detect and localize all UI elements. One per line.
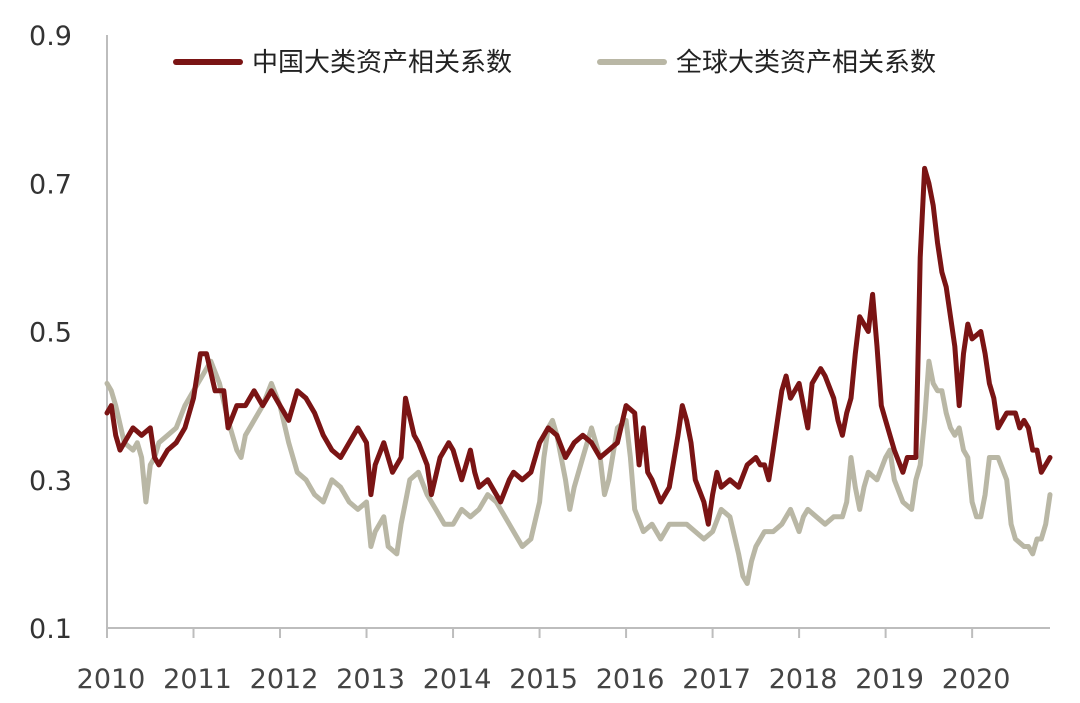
x-tick-label: 2017 [682,664,751,695]
y-tick-label: 0.7 [29,169,72,200]
legend: 中国大类资产相关系数 全球大类资产相关系数 [173,48,936,78]
axes [106,35,1050,629]
x-tick-label: 2011 [163,664,232,695]
x-tick-label: 2013 [336,664,405,695]
x-tick-label: 2020 [942,664,1011,695]
x-axis-ticks: 2010 2011 2012 2013 2014 2015 2016 2017 2018 2019… [77,628,1011,695]
x-tick-label: 2012 [250,664,319,695]
series-layer [104,165,1053,586]
x-tick-label: 2016 [596,664,665,695]
x-tick-label: 2014 [423,664,492,695]
y-tick-label: 0.5 [29,318,72,349]
x-tick-label: 2015 [509,664,578,695]
legend-label-china: 中国大类资产相关系数 [252,48,512,78]
y-axis-ticks: 0.9 0.7 0.5 0.3 0.1 [29,21,72,645]
y-tick-label: 0.3 [29,466,72,497]
legend-label-global: 全球大类资产相关系数 [676,48,936,78]
y-tick-label: 0.1 [29,614,72,645]
x-tick-label: 2018 [769,664,838,695]
x-tick-label: 2010 [77,664,146,695]
series-line-china [104,165,1053,527]
series-line-global [104,358,1053,586]
y-tick-label: 0.9 [29,21,72,52]
x-tick-label: 2019 [855,664,924,695]
